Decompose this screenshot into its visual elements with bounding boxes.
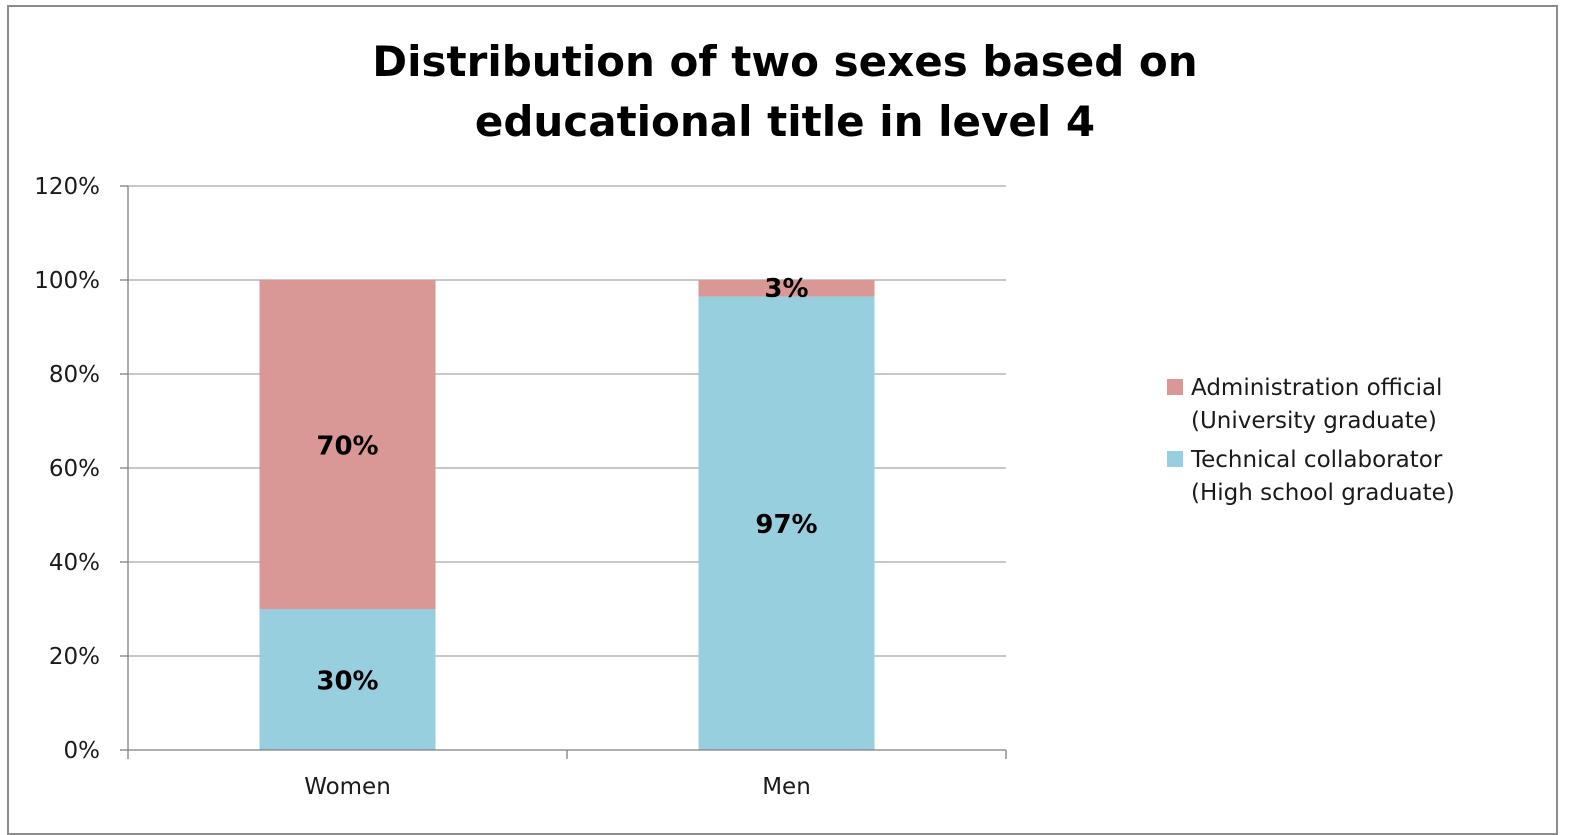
chart-title: Distribution of two sexes based on educa… xyxy=(0,32,1570,152)
legend: Administration official (University gradu… xyxy=(1167,375,1455,506)
y-tick-label: 60% xyxy=(49,456,100,482)
data-label: 70% xyxy=(316,432,378,462)
legend-label: Technical collaborator xyxy=(1190,447,1443,473)
y-tick-label: 100% xyxy=(34,268,100,294)
bar-segment-technical xyxy=(259,609,436,750)
x-category-label: Women xyxy=(304,774,391,800)
bar-segment-administration xyxy=(698,280,875,297)
legend-label: (High school graduate) xyxy=(1191,480,1455,506)
axes: 0% 20% 40% 60% 80% 100% 120% Women Men xyxy=(34,174,1007,800)
y-tick-label: 0% xyxy=(64,738,101,764)
data-label: 97% xyxy=(755,510,817,540)
legend-swatch xyxy=(1167,451,1183,467)
chart-title-line-1: Distribution of two sexes based on xyxy=(372,37,1198,86)
y-tick-label: 120% xyxy=(34,174,100,200)
bars xyxy=(259,280,875,750)
bar-segment-administration xyxy=(259,280,436,609)
data-label: 30% xyxy=(316,667,378,697)
y-tick-label: 80% xyxy=(49,362,100,388)
chart-title-line-2: educational title in level 4 xyxy=(474,97,1096,146)
bar-segment-technical xyxy=(698,296,875,750)
data-labels: 30% 70% 97% 3% xyxy=(316,274,817,697)
data-label: 3% xyxy=(764,274,808,304)
y-tick-label: 20% xyxy=(49,644,100,670)
legend-label: Administration official xyxy=(1191,375,1442,401)
y-tick-label: 40% xyxy=(49,550,100,576)
x-category-label: Men xyxy=(762,774,811,800)
legend-swatch xyxy=(1167,379,1183,395)
legend-label: (University graduate) xyxy=(1191,408,1437,434)
